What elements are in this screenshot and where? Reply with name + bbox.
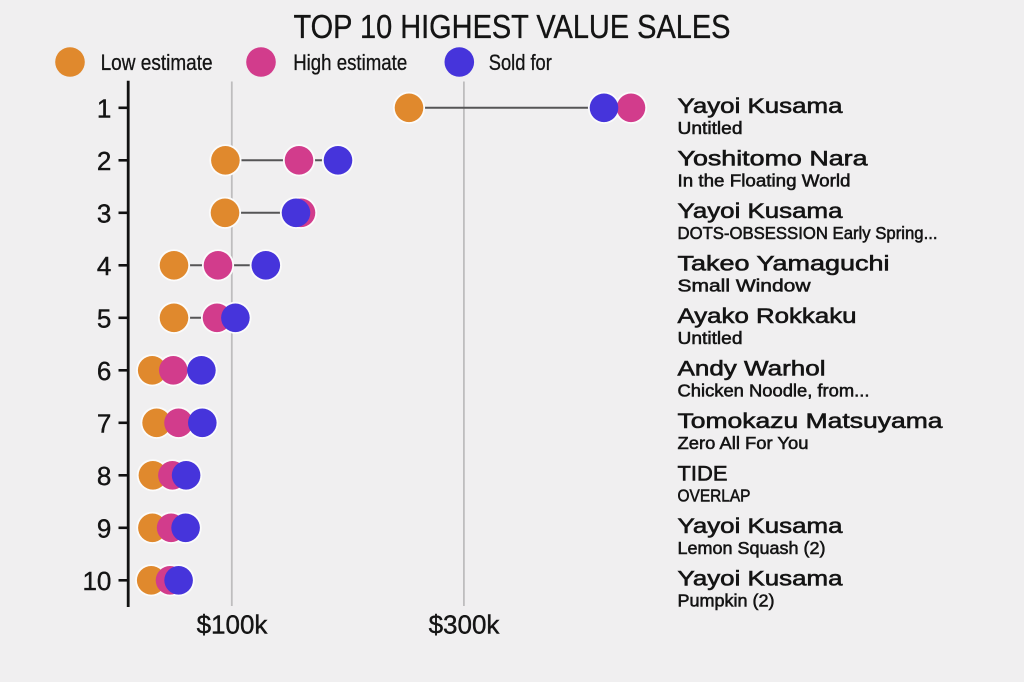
svg-text:Sold for: Sold for (489, 50, 552, 75)
svg-text:TIDE: TIDE (678, 463, 728, 486)
svg-text:Yayoi Kusama: Yayoi Kusama (678, 515, 843, 538)
svg-text:Low estimate: Low estimate (101, 50, 213, 75)
svg-text:$100k: $100k (197, 610, 269, 640)
svg-text:Untitled: Untitled (678, 328, 743, 348)
svg-text:OVERLAP: OVERLAP (678, 486, 751, 506)
svg-text:6: 6 (97, 356, 111, 386)
svg-text:Takeo Yamaguchi: Takeo Yamaguchi (678, 253, 890, 276)
svg-text:Yayoi Kusama: Yayoi Kusama (678, 568, 843, 591)
svg-text:High estimate: High estimate (293, 50, 407, 75)
svg-text:3: 3 (97, 198, 111, 228)
svg-text:5: 5 (97, 303, 111, 333)
svg-text:4: 4 (97, 251, 111, 281)
svg-text:Yayoi Kusama: Yayoi Kusama (678, 95, 843, 118)
svg-text:Untitled: Untitled (678, 118, 743, 138)
svg-text:Andy Warhol: Andy Warhol (678, 358, 826, 381)
svg-text:Small Window: Small Window (678, 276, 811, 296)
svg-text:TOP 10 HIGHEST VALUE SALES: TOP 10 HIGHEST VALUE SALES (294, 8, 731, 45)
svg-text:10: 10 (82, 566, 111, 596)
svg-text:Yayoi Kusama: Yayoi Kusama (678, 200, 843, 223)
svg-text:Yoshitomo Nara: Yoshitomo Nara (678, 148, 868, 171)
svg-text:Chicken Noodle, from...: Chicken Noodle, from... (678, 381, 870, 401)
svg-text:$300k: $300k (429, 610, 501, 640)
svg-text:8: 8 (97, 461, 111, 491)
svg-text:DOTS-OBSESSION Early Spring...: DOTS-OBSESSION Early Spring... (678, 223, 938, 243)
svg-text:Zero All For You: Zero All For You (678, 433, 809, 453)
svg-text:9: 9 (97, 513, 111, 543)
svg-text:7: 7 (97, 408, 111, 438)
svg-text:Ayako Rokkaku: Ayako Rokkaku (678, 305, 857, 328)
svg-text:Tomokazu Matsuyama: Tomokazu Matsuyama (678, 410, 943, 433)
svg-text:Pumpkin (2): Pumpkin (2) (678, 591, 775, 611)
svg-text:2: 2 (97, 146, 111, 176)
svg-text:1: 1 (97, 93, 111, 123)
svg-text:Lemon Squash (2): Lemon Squash (2) (678, 538, 826, 558)
svg-text:In the Floating World: In the Floating World (678, 171, 851, 191)
